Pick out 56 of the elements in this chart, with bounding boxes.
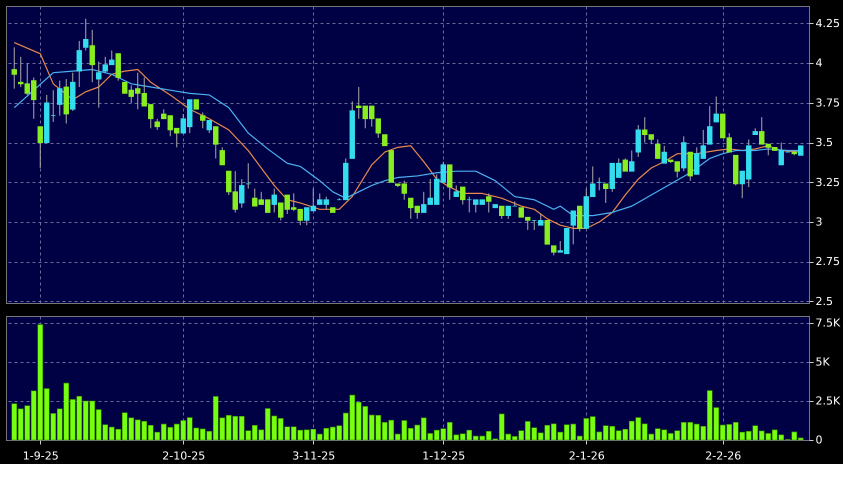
candlestick [577,206,582,232]
y-tick-label: 4.25 [816,16,840,30]
y-tick-label: 3 [816,216,822,228]
candlestick [603,183,608,204]
y-tick-label: 5K [816,356,830,369]
candlestick [655,138,660,159]
candlestick [460,186,466,206]
candlestick [154,118,160,130]
candlestick [707,106,712,145]
candlestick [272,188,277,213]
candlestick [83,18,88,51]
candlestick [38,126,43,168]
x-tick-label: 2-2-26 [705,450,742,462]
y-tick-label: 3.5 [816,136,833,150]
candlestick [629,150,634,172]
candlestick [239,178,244,208]
x-tick-label: 3-11-25 [292,450,336,462]
x-tick-label: 1-12-25 [422,450,466,462]
y-tick-label: 7.5K [816,316,841,330]
y-tick-label: 2.5K [816,394,841,408]
candlestick [116,53,121,82]
x-tick-label: 2-1-26 [568,450,605,462]
x-tick-label: 2-10-25 [162,450,206,462]
candlestick [486,192,492,213]
candlestick [382,134,388,146]
candlestick [622,158,628,172]
candlestick [499,206,504,220]
candlestick [96,61,102,108]
candlestick [636,124,641,158]
candlestick [570,210,576,245]
candlestick [213,126,218,159]
candlestick [12,46,17,90]
x-tick-label: 1-9-25 [22,450,59,462]
candlestick [798,145,804,156]
candlestick [220,146,225,166]
candlestick [454,184,459,198]
y-tick-label: 3.75 [816,96,840,110]
candlestick [551,245,556,256]
candlestick [90,29,95,83]
candlestick [544,220,550,245]
y-tick-label: 2.5 [816,294,833,308]
candlestick [57,80,62,116]
y-tick-label: 4 [816,56,822,70]
candlestick [200,112,206,129]
candlestick [194,99,199,110]
candlestick [596,177,602,191]
candlestick [447,164,452,200]
y-tick-label: 0 [816,434,822,446]
candlestick [76,40,82,88]
y-tick-label: 3.25 [816,176,840,189]
candlestick [246,162,251,190]
candlestick [688,152,693,182]
y-tick-label: 2.75 [816,255,840,268]
candlestick [714,96,719,122]
candlestick [662,145,667,164]
candlestick [206,120,212,134]
